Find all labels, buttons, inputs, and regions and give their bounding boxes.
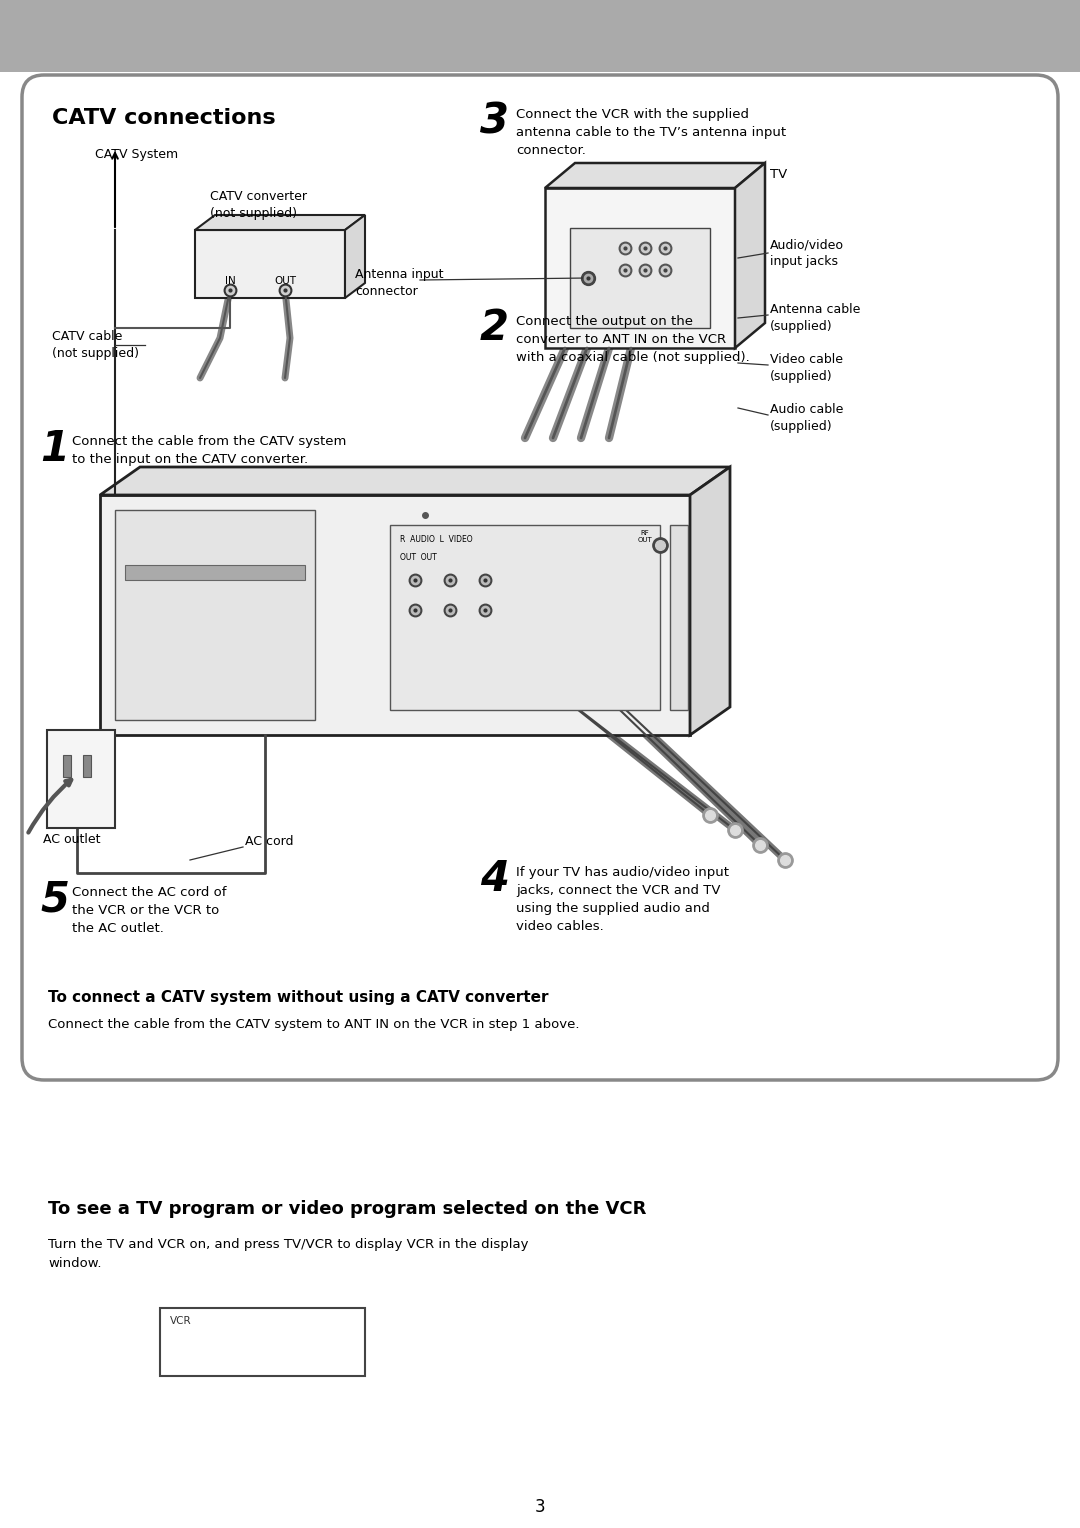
Text: 1: 1 (40, 428, 69, 471)
Text: OUT  OUT: OUT OUT (400, 553, 436, 562)
Bar (670, 526, 688, 711)
Text: Video cable
(supplied): Video cable (supplied) (770, 353, 843, 384)
Text: Antenna cable
(supplied): Antenna cable (supplied) (770, 303, 861, 333)
Text: Turn the TV and VCR on, and press TV/VCR to display VCR in the display
window.: Turn the TV and VCR on, and press TV/VCR… (48, 1238, 528, 1270)
Text: Audio cable
(supplied): Audio cable (supplied) (770, 403, 843, 432)
Bar (125, 565, 305, 581)
Polygon shape (735, 163, 765, 348)
Polygon shape (545, 163, 765, 188)
Polygon shape (690, 468, 730, 735)
Text: Connect the cable from the CATV system to ANT IN on the VCR in step 1 above.: Connect the cable from the CATV system t… (48, 1018, 580, 1031)
Text: Antenna input
connector: Antenna input connector (355, 267, 444, 298)
Text: 4: 4 (480, 859, 509, 900)
Text: 3: 3 (535, 1497, 545, 1516)
Text: AC cord: AC cord (245, 834, 294, 848)
Text: Connect the VCR with the supplied
antenna cable to the TV’s antenna input
connec: Connect the VCR with the supplied antenn… (516, 108, 786, 157)
Text: Connect the output on the
converter to ANT IN on the VCR
with a coaxial cable (n: Connect the output on the converter to A… (516, 315, 750, 364)
Text: CATV converter
(not supplied): CATV converter (not supplied) (210, 189, 307, 220)
Text: IN: IN (225, 277, 235, 286)
Polygon shape (100, 468, 730, 495)
Bar (83, 755, 91, 778)
Text: CATV connections: CATV connections (52, 108, 275, 128)
Bar (100, 495, 690, 735)
Text: CATV System: CATV System (95, 148, 178, 160)
Bar (195, 231, 345, 298)
Polygon shape (195, 215, 365, 231)
Text: 2: 2 (480, 307, 509, 348)
Bar (390, 526, 660, 711)
Text: Connect the AC cord of
the VCR or the VCR to
the AC outlet.: Connect the AC cord of the VCR or the VC… (72, 886, 227, 935)
Text: OUT: OUT (274, 277, 296, 286)
Text: Audio/video
input jacks: Audio/video input jacks (770, 238, 843, 267)
Text: Connect the cable from the CATV system
to the input on the CATV converter.: Connect the cable from the CATV system t… (72, 435, 347, 466)
Text: 3: 3 (480, 99, 509, 142)
Text: CATV cable
(not supplied): CATV cable (not supplied) (52, 330, 139, 361)
Bar (48, 730, 114, 828)
Bar (0, 0, 1080, 72)
Text: 5: 5 (40, 879, 69, 920)
Text: If your TV has audio/video input
jacks, connect the VCR and TV
using the supplie: If your TV has audio/video input jacks, … (516, 866, 729, 934)
Polygon shape (345, 215, 365, 298)
Text: AC outlet: AC outlet (43, 833, 100, 847)
Bar (570, 228, 710, 329)
Bar (160, 1308, 365, 1377)
Bar (545, 188, 735, 348)
Text: TV: TV (770, 168, 787, 180)
Bar (63, 755, 71, 778)
Text: RF
OUT: RF OUT (637, 530, 652, 542)
Text: VCR: VCR (170, 1316, 191, 1326)
Text: To see a TV program or video program selected on the VCR: To see a TV program or video program sel… (48, 1199, 646, 1218)
Text: To connect a CATV system without using a CATV converter: To connect a CATV system without using a… (48, 990, 549, 1005)
Text: R  AUDIO  L  VIDEO: R AUDIO L VIDEO (400, 535, 473, 544)
FancyBboxPatch shape (22, 75, 1058, 1080)
Bar (114, 510, 315, 720)
